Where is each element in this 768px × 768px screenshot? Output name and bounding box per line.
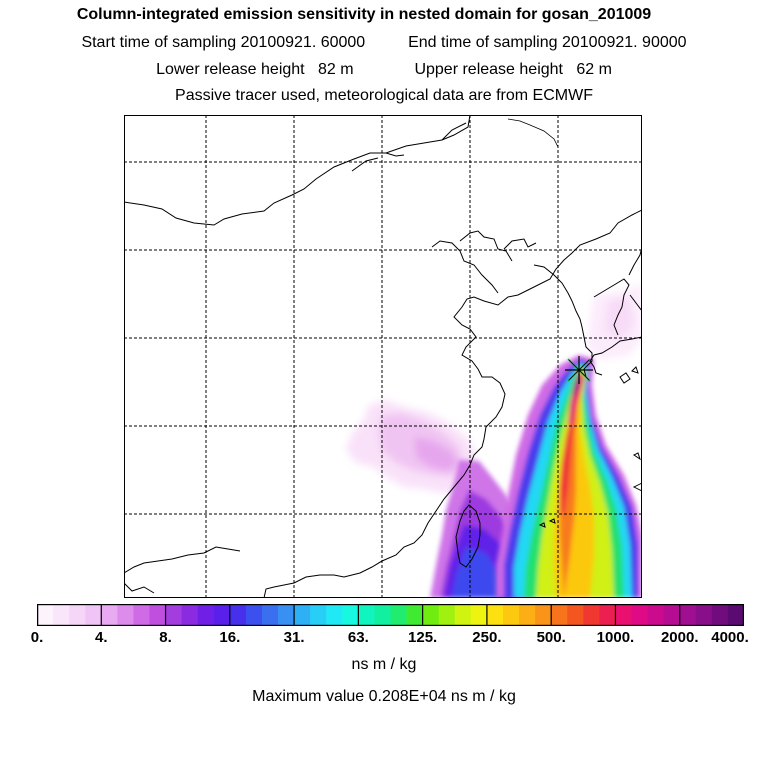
colorbar-tick-label: 16. (219, 629, 241, 646)
colorbar-segment (567, 604, 584, 626)
colorbar-segment (519, 604, 536, 626)
colorbar-segment (551, 604, 568, 626)
colorbar-segment (181, 604, 199, 626)
colorbar-segment (278, 604, 295, 626)
colorbar-segment (310, 604, 327, 626)
colorbar-segment (197, 604, 215, 626)
end-value: 20100921. 90000 (561, 34, 687, 51)
colorbar-segment (294, 604, 311, 626)
start-label: Start time of sampling (81, 34, 237, 51)
colorbar-tick-label: 4000. (711, 629, 749, 646)
colorbar-segment (213, 604, 231, 626)
colorbar-segment (486, 604, 504, 626)
receptor-marker-icon (565, 356, 593, 384)
colorbar-segment (229, 604, 247, 626)
lower-label: Lower release height (156, 61, 305, 78)
colorbar-segment (261, 604, 279, 626)
colorbar-segment (583, 604, 600, 626)
colorbar-segment (535, 604, 552, 626)
colorbar-segment (101, 604, 118, 626)
colorbar-segment (358, 604, 375, 626)
colorbar-segment (615, 604, 633, 626)
colorbar-segment (438, 604, 456, 626)
colorbar-segment (326, 604, 343, 626)
colorbar-segment (711, 604, 729, 626)
coastlines (124, 115, 642, 598)
colorbar-segment (502, 604, 520, 626)
colorbar-tick-label: 63. (347, 629, 369, 646)
colorbar-tick-label: 8. (159, 629, 172, 646)
colorbar-segment (149, 604, 167, 626)
west-plume (346, 400, 476, 493)
colorbar-segment (454, 604, 472, 626)
colorbar-segment (117, 604, 134, 626)
colorbar-segment (679, 604, 697, 626)
colorbar-tick-label: 0. (30, 629, 44, 646)
colorbar-segment (695, 604, 713, 626)
colorbar-segment (85, 604, 102, 626)
colorbar-segment (374, 604, 391, 626)
colorbar-tick-label: 4. (95, 629, 108, 646)
release-heights: Lower release height 82 m Upper release … (0, 61, 768, 79)
colorbar-segment (53, 604, 70, 626)
colorbar-segment (599, 604, 616, 626)
colorbar-segment (631, 604, 649, 626)
sampling-times: Start time of sampling 20100921. 60000 E… (0, 34, 768, 52)
colorbar-segment (390, 604, 408, 626)
start-value: 20100921. 60000 (240, 34, 366, 51)
colorbar (37, 604, 744, 626)
colorbar-segment (69, 604, 86, 626)
colorbar-tick-label: 2000. (660, 629, 699, 646)
colorbar-segment (245, 604, 263, 626)
grid-lines (124, 115, 642, 598)
main-plume (496, 355, 642, 598)
colorbar-segment (133, 604, 150, 626)
colorbar-segment (663, 604, 681, 626)
tracer-note: Passive tracer used, meteorological data… (175, 87, 593, 104)
islands (538, 366, 642, 528)
colorbar-segment (37, 604, 54, 626)
colorbar-segment (647, 604, 665, 626)
max-value-label: Maximum value 0.208E+04 ns m / kg (252, 688, 516, 705)
plot-title: Column-integrated emission sensitivity i… (76, 6, 652, 23)
lower-value: 82 m (317, 61, 354, 78)
colorbar-segment (470, 604, 488, 626)
upper-label: Upper release height (414, 61, 563, 78)
colorbar-tick-label: 31. (283, 629, 305, 646)
colorbar-segment (422, 604, 440, 626)
sensitivity-map (124, 115, 642, 598)
colorbar-tick-label: 125. (408, 629, 438, 646)
upper-value: 62 m (576, 61, 612, 78)
colorbar-segment (406, 604, 424, 626)
borders (507, 118, 559, 148)
colorbar-tick-label: 500. (536, 629, 566, 646)
colorbar-segment (342, 604, 359, 626)
colorbar-segment (165, 604, 183, 626)
colorbar-segment (727, 604, 744, 626)
units-label: ns m / kg (351, 656, 417, 673)
korea-haze (586, 283, 642, 360)
colorbar-tick-label: 250. (472, 629, 502, 646)
colorbar-tick-label: 1000. (596, 629, 635, 646)
end-label: End time of sampling (408, 34, 558, 51)
